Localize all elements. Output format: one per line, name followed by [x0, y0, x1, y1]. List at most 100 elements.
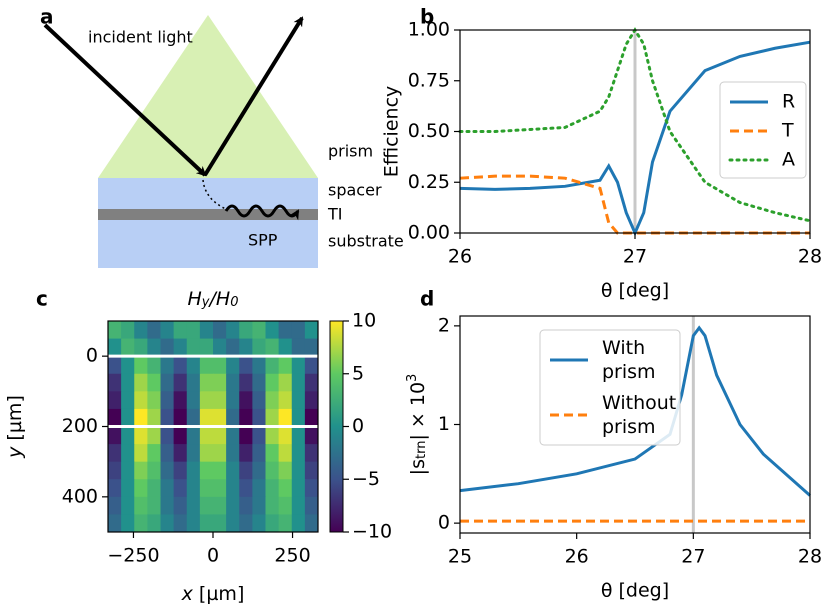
heat-cell: [160, 408, 175, 427]
prism-shape: [98, 15, 318, 178]
heat-cell: [147, 514, 161, 533]
x-axis-label: θ [deg]: [601, 280, 669, 302]
heat-cell: [291, 426, 306, 445]
legend-label: R: [782, 91, 795, 113]
heat-cell: [121, 356, 135, 375]
panel-label: c: [36, 287, 48, 311]
heat-cell: [173, 444, 188, 463]
legend-label: T: [781, 120, 794, 142]
heat-cell: [304, 356, 319, 375]
heat-cell: [252, 356, 266, 375]
heat-cell: [108, 321, 122, 340]
colorbar-tick-label: −10: [352, 521, 392, 543]
heat-cell: [173, 356, 188, 375]
heat-cell: [121, 496, 135, 515]
text-part: x: [181, 583, 194, 605]
heat-cell: [304, 373, 319, 392]
heat-cell: [278, 356, 293, 375]
heat-cell: [134, 391, 148, 410]
heat-cell: [226, 391, 240, 410]
heat-cell: [278, 426, 293, 445]
heat-cell: [304, 444, 319, 463]
heat-cell: [147, 426, 161, 445]
heat-cell: [291, 461, 306, 480]
heat-cell: [134, 373, 148, 392]
heat-cell: [199, 373, 214, 392]
colorbar-tick-label: −5: [352, 468, 380, 490]
heat-cell: [199, 356, 214, 375]
heat-cell: [173, 514, 188, 533]
heat-cell: [226, 426, 240, 445]
heat-cell: [108, 408, 122, 427]
heat-cell: [186, 408, 201, 427]
heat-cell: [304, 391, 319, 410]
y-tick-label: 1: [438, 413, 450, 435]
heat-cell: [278, 338, 293, 357]
incident-arrow: [43, 23, 207, 177]
legend-label: A: [782, 149, 795, 171]
heat-cell: [291, 408, 306, 427]
heat-cell: [252, 461, 266, 480]
x-tick-label: 27: [681, 546, 705, 568]
heat-cell: [291, 338, 306, 357]
heat-cell: [226, 444, 240, 463]
prism-label: prism: [328, 142, 373, 161]
heat-cell: [252, 514, 266, 533]
heat-cell: [278, 444, 293, 463]
ti-label: TI: [327, 205, 343, 224]
heat-cell: [147, 338, 161, 357]
plot-d: [459, 316, 811, 533]
heat-cell: [226, 321, 240, 340]
heat-cell: [304, 496, 319, 515]
series-line: [459, 40, 811, 237]
heat-cell: [199, 461, 214, 480]
heat-cell: [213, 391, 227, 410]
heat-cell: [239, 514, 253, 533]
x-tick-label: 250: [274, 545, 310, 567]
heat-cell: [252, 479, 266, 498]
heat-cell: [304, 461, 319, 480]
heat-cell: [239, 356, 253, 375]
heat-cell: [291, 496, 306, 515]
y-tick-label: 0: [86, 345, 98, 367]
heat-cell: [226, 408, 240, 427]
x-tick-label: 25: [448, 546, 472, 568]
heat-cell: [291, 514, 306, 533]
heat-cell: [252, 391, 266, 410]
heat-cell: [160, 391, 175, 410]
heat-cell: [134, 408, 148, 427]
heat-cell: [186, 426, 201, 445]
heat-cell: [147, 496, 161, 515]
heat-cell: [304, 408, 319, 427]
heat-cell: [186, 479, 201, 498]
heat-cell: [226, 496, 240, 515]
heat-cell: [186, 373, 201, 392]
heat-cell: [278, 479, 293, 498]
heat-cell: [278, 408, 293, 427]
heat-cell: [199, 444, 214, 463]
heat-cell: [239, 338, 253, 357]
x-axis-label: θ [deg]: [601, 580, 669, 602]
heat-cell: [186, 514, 201, 533]
heat-cell: [147, 321, 161, 340]
heat-cell: [265, 338, 280, 357]
heat-cell: [252, 408, 266, 427]
text-part: H: [188, 288, 202, 310]
heat-cell: [108, 514, 122, 533]
colorbar: [329, 320, 344, 533]
text-part: [µm]: [193, 583, 244, 605]
heat-cell: [134, 356, 148, 375]
heat-cell: [239, 479, 253, 498]
heat-cell: [160, 461, 175, 480]
heat-cell: [252, 373, 266, 392]
heat-cell: [239, 373, 253, 392]
heat-cell: [304, 321, 319, 340]
x-tick-label: −250: [107, 545, 159, 567]
panel-label: d: [420, 287, 434, 311]
heat-cell: [134, 426, 148, 445]
spacer-label: spacer: [328, 181, 382, 200]
heat-cell: [147, 444, 161, 463]
heat-cell: [252, 426, 266, 445]
heat-cell: [213, 496, 227, 515]
text-part: | × 10: [407, 382, 429, 441]
